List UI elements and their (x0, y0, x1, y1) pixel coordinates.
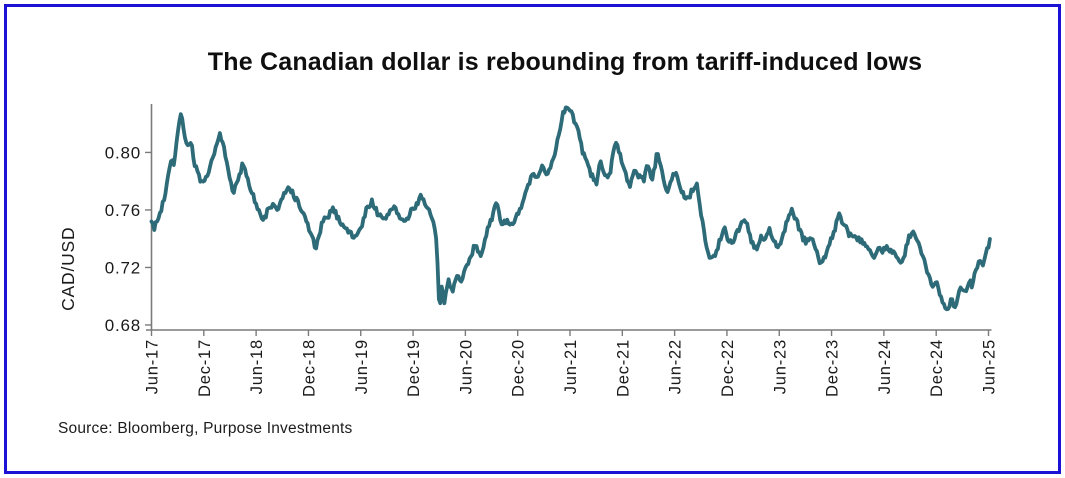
x-tick-label: Jun-23 (771, 339, 789, 394)
y-tick-label: 0.76 (105, 201, 141, 220)
x-tick-label: Dec-24 (928, 339, 946, 397)
x-tick-label: Jun-24 (876, 339, 894, 394)
x-tick-label: Dec-23 (824, 339, 842, 397)
y-tick-label: 0.72 (105, 258, 141, 277)
x-tick-label: Jun-18 (248, 339, 266, 394)
x-tick-label: Jun-19 (353, 339, 371, 394)
x-tick-label: Dec-18 (300, 339, 318, 397)
y-tick-label: 0.80 (105, 143, 141, 162)
x-tick-label: Dec-22 (719, 339, 737, 397)
y-tick-label: 0.68 (105, 316, 141, 335)
x-tick-label: Jun-17 (144, 339, 162, 394)
x-tick-label: Dec-21 (614, 339, 632, 397)
panel-border (4, 4, 1061, 474)
x-tick-label: Jun-22 (667, 339, 685, 394)
x-tick-label: Jun-25 (981, 339, 999, 394)
x-tick-label: Jun-21 (562, 339, 580, 394)
x-tick-label: Dec-17 (196, 339, 214, 397)
chart-title: The Canadian dollar is rebounding from t… (207, 48, 923, 76)
x-tick-label: Dec-20 (510, 339, 528, 397)
cadusd-price-line (149, 105, 992, 312)
x-tick-label: Dec-19 (405, 339, 423, 397)
y-axis-title: CAD/USD (58, 227, 78, 311)
x-tick-label: Jun-20 (457, 339, 475, 394)
source-caption: Source: Bloomberg, Purpose Investments (58, 420, 353, 437)
